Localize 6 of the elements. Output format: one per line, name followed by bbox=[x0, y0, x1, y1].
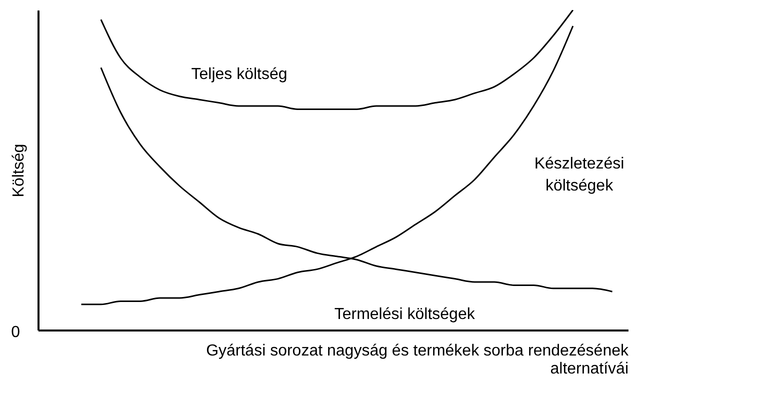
y-axis-title: Költség bbox=[10, 144, 28, 198]
text: 0 bbox=[11, 324, 20, 341]
series-label: Teljes költség bbox=[191, 66, 288, 83]
series-label: Készletezési költségek bbox=[534, 156, 624, 195]
series-label: Termelési költségek bbox=[334, 306, 476, 323]
x-axis-title: Gyártási sorozat nagyság és termékek sorba rendezésének alternatívái bbox=[206, 342, 630, 378]
